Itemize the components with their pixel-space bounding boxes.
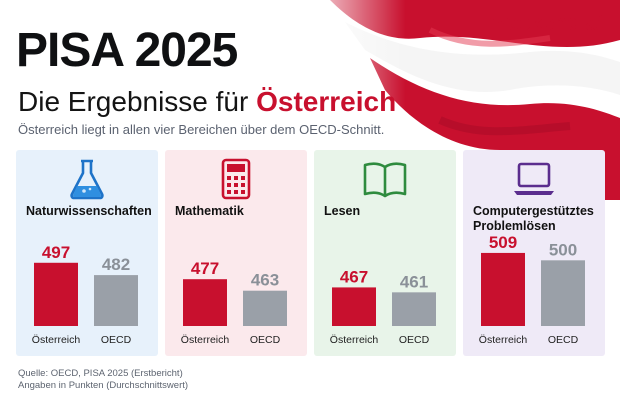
bar-oecd [541, 260, 585, 326]
value-label: 500 [549, 240, 577, 259]
page-title: PISA 2025 [16, 24, 238, 77]
category-tick-label: OECD [399, 334, 430, 346]
category-label: Naturwissenschaften [26, 204, 152, 218]
page-subtitle: Die Ergebnisse für Österreich [18, 86, 396, 118]
calculator-icon [165, 158, 307, 200]
bar-oecd [243, 290, 287, 326]
category-label: Mathematik [175, 204, 244, 218]
bar-oesterreich [183, 279, 227, 326]
weekend-logo[interactable]: weekend.at [490, 10, 604, 36]
bar-chart: 467 Österreich 461 OECD [330, 267, 436, 346]
value-label: 467 [340, 267, 368, 286]
card-mathematik: Mathematik 477 Österreich 463 OECD [165, 150, 307, 356]
value-label: 461 [400, 272, 428, 291]
card-computergestuetztes-problemloesen: Computergestütztes Problemlösen 509 Öster… [463, 150, 605, 356]
value-label: 509 [489, 233, 517, 252]
value-label: 477 [191, 259, 219, 278]
lead-text: Österreich liegt in allen vier Bereichen… [18, 122, 385, 137]
bar-oecd [392, 292, 436, 326]
category-tick-label: OECD [250, 334, 281, 346]
bar-chart: 509 Österreich 500 OECD [479, 233, 585, 346]
category-tick-label: Österreich [479, 334, 528, 346]
subtitle-prefix: Die Ergebnisse für [18, 86, 257, 117]
logo-suffix: .at [579, 10, 605, 35]
category-tick-label: OECD [548, 334, 579, 346]
unit-note: Angaben in Punkten (Durchschnittswert) [18, 380, 189, 391]
value-label: 497 [42, 243, 70, 262]
category-tick-label: Österreich [32, 334, 81, 346]
logo-text: weekend [490, 10, 580, 35]
bar-oesterreich [481, 252, 525, 326]
card-lesen: Lesen 467 Österreich 461 OECD [314, 150, 456, 356]
subtitle-accent: Österreich [256, 86, 397, 117]
bar-oesterreich [34, 262, 78, 326]
flask-icon [16, 158, 158, 200]
source-note: Quelle: OECD, PISA 2025 (Erstbericht) [18, 368, 183, 379]
book-icon [314, 158, 456, 200]
footer-notes: Quelle: OECD, PISA 2025 (Erstbericht) An… [18, 368, 188, 392]
results-cards: Naturwissenschaften 497 Österreich 482 OECD… [16, 150, 606, 356]
category-label: Lesen [324, 204, 361, 218]
category-tick-label: Österreich [330, 334, 379, 346]
laptop-icon [463, 158, 605, 200]
bar-chart: 497 Österreich 482 OECD [32, 243, 138, 346]
card-naturwissenschaften: Naturwissenschaften 497 Österreich 482 OECD [16, 150, 158, 356]
value-label: 482 [102, 255, 130, 274]
bar-chart: 477 Österreich 463 OECD [181, 259, 287, 346]
bar-oecd [94, 275, 138, 326]
bar-oesterreich [332, 287, 376, 326]
category-tick-label: OECD [101, 334, 132, 346]
value-label: 463 [251, 271, 279, 290]
category-label: Computergestütztes Problemlösen [473, 204, 594, 233]
category-tick-label: Österreich [181, 334, 230, 346]
